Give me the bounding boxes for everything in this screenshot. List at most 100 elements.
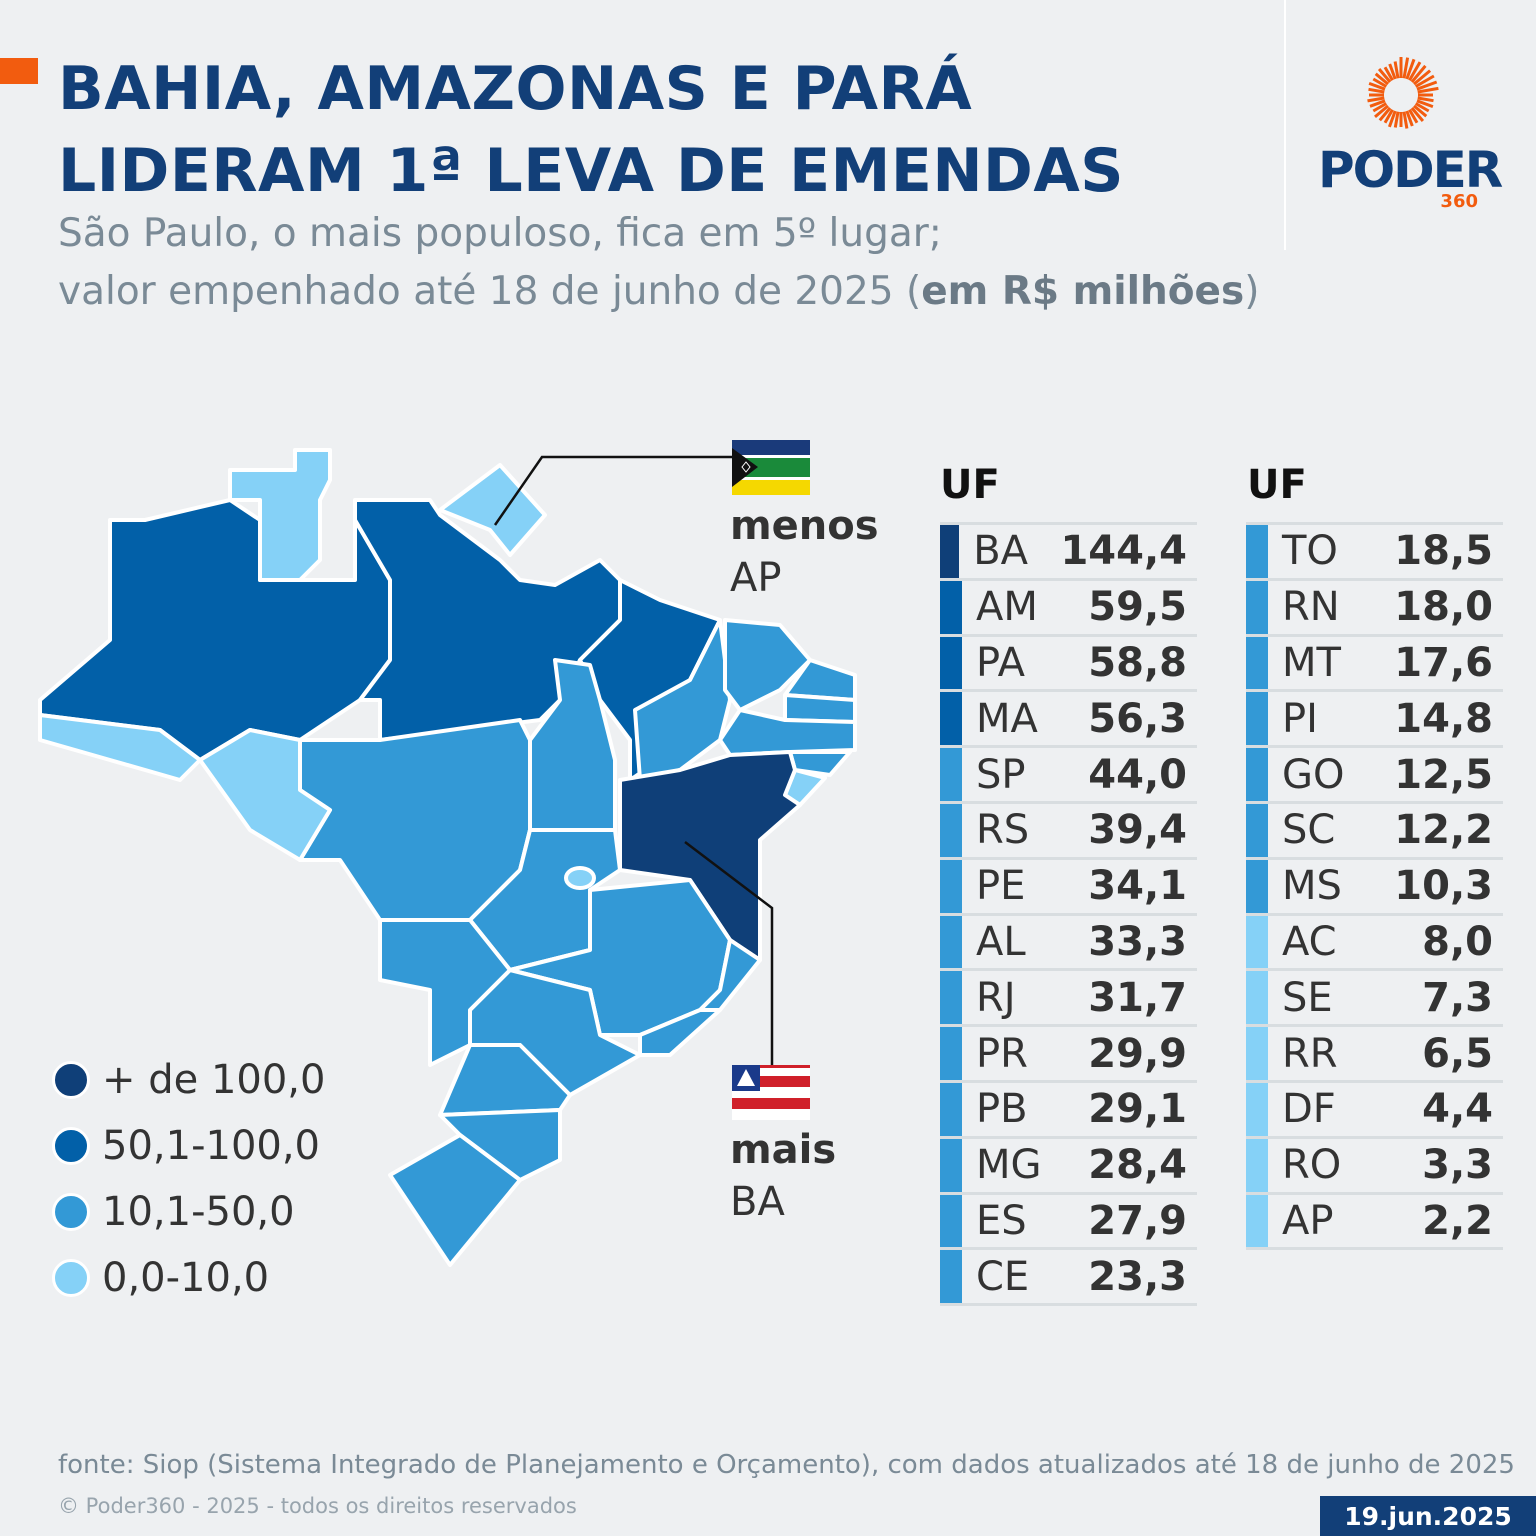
page-title: BAHIA, AMAZONAS E PARÁ LIDERAM 1ª LEVA D…	[58, 48, 1124, 212]
table-row: AL 33,3	[940, 915, 1197, 972]
state-RR[interactable]	[228, 448, 332, 582]
table-row: RS 39,4	[940, 803, 1197, 860]
uf-code: GO	[1282, 751, 1345, 798]
bahia-flag-icon	[732, 1065, 810, 1120]
uf-code: RJ	[976, 974, 1016, 1021]
tier-color-bar	[1246, 803, 1268, 857]
state-CE[interactable]	[723, 618, 812, 712]
tier-color-bar	[1246, 859, 1268, 913]
uf-value: 10,3	[1394, 863, 1493, 910]
table-row: AP 2,2	[1246, 1194, 1503, 1251]
table-row: SP 44,0	[940, 748, 1197, 804]
table-row: MS 10,3	[1246, 859, 1503, 916]
least-annotation: menos AP	[730, 500, 879, 604]
subtitle-end: )	[1244, 269, 1260, 314]
uf-code: AP	[1282, 1197, 1334, 1244]
tier-color-bar	[1246, 1027, 1268, 1080]
table-row: PI 14,8	[1246, 692, 1503, 749]
legend-swatch	[52, 1061, 90, 1099]
table-row: TO 18,5	[1246, 525, 1503, 581]
tier-color-bar	[940, 1138, 962, 1192]
tier-color-bar	[940, 803, 962, 857]
table-row: AM 59,5	[940, 580, 1197, 637]
least-label: menos	[730, 503, 879, 549]
state-AP[interactable]	[438, 463, 547, 557]
state-RS[interactable]	[388, 1133, 522, 1267]
legend-item: 50,1-100,0	[52, 1113, 325, 1179]
logo-name: PODER	[1318, 141, 1503, 199]
uf-code: PA	[976, 639, 1025, 686]
table-right: TO 18,5 RN 18,0 MT 17,6 PI 14,8 GO 12,5 SC 12,2 MS 10…	[1246, 522, 1503, 1251]
uf-value: 29,9	[1088, 1030, 1187, 1077]
uf-value: 34,1	[1088, 863, 1187, 910]
table-row: PA 58,8	[940, 636, 1197, 693]
accent-bar	[0, 58, 38, 84]
uf-value: 18,0	[1394, 584, 1493, 631]
table-row: MT 17,6	[1246, 636, 1503, 693]
tier-color-bar	[940, 971, 962, 1025]
legend-item: + de 100,0	[52, 1047, 325, 1113]
tier-color-bar	[940, 915, 962, 969]
leader-line-ba	[684, 841, 774, 1065]
uf-code: AC	[1282, 918, 1337, 965]
uf-code: SP	[976, 751, 1026, 798]
state-PR[interactable]	[438, 1043, 572, 1117]
uf-value: 59,5	[1088, 584, 1187, 631]
table-row: PE 34,1	[940, 859, 1197, 916]
uf-code: SE	[1282, 974, 1333, 1021]
subtitle-unit: em R$ milhões	[921, 269, 1245, 314]
subtitle-line-2: valor empenhado até 18 de junho de 2025 …	[58, 269, 922, 314]
table-row: GO 12,5	[1246, 748, 1503, 804]
state-DF[interactable]	[564, 866, 596, 890]
uf-value: 8,0	[1422, 918, 1493, 965]
tier-color-bar	[1246, 1194, 1268, 1248]
table-row: PR 29,9	[940, 1027, 1197, 1083]
uf-code: TO	[1282, 528, 1338, 575]
uf-code: MT	[1282, 639, 1341, 686]
table-row: RO 3,3	[1246, 1138, 1503, 1195]
uf-code: AM	[976, 584, 1038, 631]
table-row: BA 144,4	[940, 525, 1197, 581]
table-left: BA 144,4 AM 59,5 PA 58,8 MA 56,3 SP 44,0 RS 39,4 PE 3…	[940, 522, 1197, 1307]
divider	[1284, 0, 1286, 250]
uf-value: 6,5	[1422, 1030, 1493, 1077]
uf-code: DF	[1282, 1086, 1336, 1133]
table-row: AC 8,0	[1246, 915, 1503, 972]
table-header-left: UF	[940, 462, 1000, 508]
state-PB[interactable]	[783, 693, 857, 724]
subtitle: São Paulo, o mais populoso, fica em 5º l…	[58, 205, 1259, 321]
state-RJ[interactable]	[638, 1008, 722, 1057]
uf-code: MS	[1282, 863, 1342, 910]
table-row: DF 4,4	[1246, 1082, 1503, 1139]
state-MT[interactable]	[298, 718, 532, 922]
table-row: CE 23,3	[940, 1250, 1197, 1307]
uf-value: 7,3	[1422, 974, 1493, 1021]
uf-value: 14,8	[1394, 695, 1493, 742]
uf-value: 31,7	[1088, 974, 1187, 1021]
tier-color-bar	[940, 692, 962, 746]
uf-value: 29,1	[1088, 1086, 1187, 1133]
table-header-right: UF	[1247, 462, 1307, 508]
tier-color-bar	[1246, 1138, 1268, 1192]
uf-code: MG	[976, 1142, 1042, 1189]
legend-item: 10,1-50,0	[52, 1179, 325, 1245]
state-RO[interactable]	[198, 728, 332, 862]
uf-value: 144,4	[1060, 528, 1187, 575]
leader-line-ap	[493, 455, 732, 526]
table-row: RN 18,0	[1246, 580, 1503, 637]
tier-color-bar	[1246, 636, 1268, 690]
uf-value: 3,3	[1422, 1142, 1493, 1189]
state-AC[interactable]	[38, 713, 202, 782]
legend-swatch	[52, 1127, 90, 1165]
tier-color-bar	[940, 1194, 962, 1248]
subtitle-line-1: São Paulo, o mais populoso, fica em 5º l…	[58, 211, 942, 256]
tier-color-bar	[940, 636, 962, 690]
uf-value: 27,9	[1088, 1197, 1187, 1244]
state-SC[interactable]	[438, 1108, 562, 1182]
title-line-1: BAHIA, AMAZONAS E PARÁ	[58, 54, 973, 124]
date-badge: 19.jun.2025	[1320, 1496, 1536, 1536]
legend: + de 100,0 50,1-100,0 10,1-50,0 0,0-10,0	[52, 1047, 325, 1311]
uf-code: PE	[976, 863, 1026, 910]
uf-code: RN	[1282, 584, 1340, 631]
